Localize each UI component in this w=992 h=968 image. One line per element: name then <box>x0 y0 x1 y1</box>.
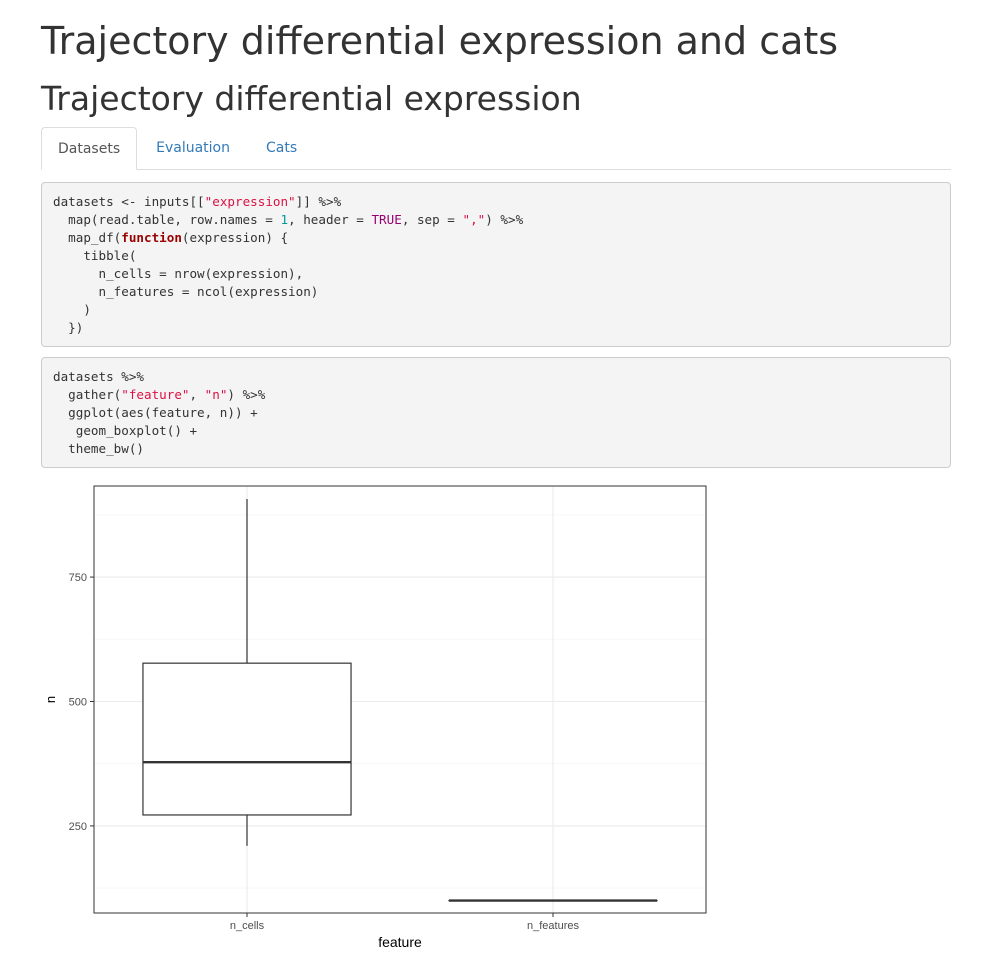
y-tick-label: 500 <box>69 696 87 708</box>
code-token: TRUE <box>371 212 402 227</box>
code-token: map(read.table, row.names = <box>53 212 281 227</box>
y-axis: 250 500 750 <box>69 572 94 833</box>
code-token: "expression" <box>204 194 296 209</box>
boxplot-chart: 250 500 750 n_cells n_features feature n <box>43 485 707 950</box>
box-iqr <box>142 662 352 816</box>
tab-evaluation[interactable]: Evaluation <box>156 140 230 156</box>
code-line: map_df(function(expression) { <box>53 229 939 247</box>
code-token: , <box>189 387 205 402</box>
code-token: ) <box>53 302 91 317</box>
code-token: (expression) { <box>181 230 289 245</box>
code-token: theme_bw() <box>53 441 144 456</box>
tab-bar: Datasets Evaluation Cats <box>41 127 951 170</box>
code-line: map(read.table, row.names = 1, header = … <box>53 211 939 229</box>
code-token: map_df( <box>53 230 122 245</box>
x-tick-label: n_cells <box>230 920 265 932</box>
code-line: tibble( <box>53 247 939 265</box>
code-token: "feature" <box>121 387 190 402</box>
code-line: datasets <- inputs[["expression"]] %>% <box>53 193 939 211</box>
code-token: ggplot(aes(feature, n)) + <box>53 405 258 420</box>
code-line: geom_boxplot() + <box>53 422 939 440</box>
code-line: n_features = ncol(expression) <box>53 283 939 301</box>
y-tick-label: 750 <box>69 572 87 584</box>
section-title: Trajectory differential expression <box>41 79 582 118</box>
code-token: n_cells = nrow(expression), <box>53 266 304 281</box>
code-token: "," <box>462 212 486 227</box>
code-token: datasets <- inputs[[ <box>53 194 205 209</box>
code-token: function <box>121 230 182 245</box>
plot-panel-border <box>93 485 707 914</box>
tab-datasets[interactable]: Datasets <box>41 127 138 170</box>
code-line: ) <box>53 301 939 319</box>
code-token: "n" <box>204 387 228 402</box>
code-token: ) %>% <box>227 387 266 402</box>
code-line: ggplot(aes(feature, n)) + <box>53 404 939 422</box>
code-line: gather("feature", "n") %>% <box>53 386 939 404</box>
code-token: , header = <box>288 212 372 227</box>
code-line: theme_bw() <box>53 440 939 458</box>
x-axis-title: feature <box>378 934 422 950</box>
code-block-plot: datasets %>% gather("feature", "n") %>% … <box>41 357 951 468</box>
code-token: tibble( <box>53 248 137 263</box>
code-token: geom_boxplot() + <box>53 423 198 438</box>
code-token: 1 <box>280 212 289 227</box>
code-token: datasets %>% <box>53 369 144 384</box>
page-title: Trajectory differential expression and c… <box>41 19 839 63</box>
tab-cats[interactable]: Cats <box>266 140 298 156</box>
code-token: ]] %>% <box>295 194 342 209</box>
code-line: }) <box>53 319 939 337</box>
y-axis-title: n <box>43 696 58 703</box>
code-line: n_cells = nrow(expression), <box>53 265 939 283</box>
y-tick-label: 250 <box>69 821 87 833</box>
x-tick-label: n_features <box>527 920 579 932</box>
code-token: gather( <box>53 387 122 402</box>
code-block-datasets: datasets <- inputs[["expression"]] %>% m… <box>41 182 951 347</box>
code-line: datasets %>% <box>53 368 939 386</box>
code-token: , sep = <box>401 212 463 227</box>
x-axis: n_cells n_features <box>230 913 579 932</box>
code-token: }) <box>53 320 84 335</box>
plot-boxes <box>142 498 658 902</box>
box-n_cells <box>142 498 352 846</box>
code-token: ) %>% <box>485 212 524 227</box>
code-token: n_features = ncol(expression) <box>53 284 319 299</box>
